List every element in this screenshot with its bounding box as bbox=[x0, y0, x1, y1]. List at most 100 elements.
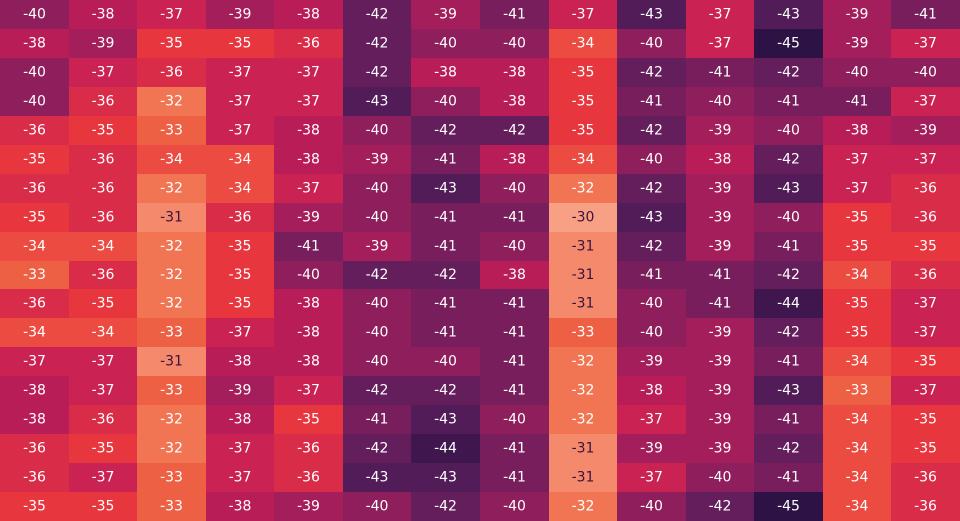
heatmap-cell-r6-c1 bbox=[69, 174, 137, 203]
heatmap-cell-r16-c7 bbox=[480, 463, 549, 492]
heatmap-value-label: -35 bbox=[229, 296, 252, 312]
heatmap-cell-r8-c3 bbox=[206, 232, 274, 261]
heatmap-value-label: -41 bbox=[503, 470, 526, 486]
heatmap-value-label: -35 bbox=[572, 123, 595, 139]
heatmap-cell-r14-c0 bbox=[0, 405, 69, 434]
heatmap-value-label: -42 bbox=[434, 499, 457, 515]
heatmap-cell-r6-c4 bbox=[274, 174, 343, 203]
heatmap-value-label: -36 bbox=[92, 412, 115, 428]
heatmap-value-label: -35 bbox=[23, 152, 46, 168]
heatmap-cell-r14-c11 bbox=[754, 405, 823, 434]
heatmap-value-label: -37 bbox=[914, 325, 937, 341]
heatmap-value-label: -43 bbox=[777, 383, 800, 399]
heatmap-value-label: -35 bbox=[572, 94, 595, 110]
heatmap-cell-r13-c4 bbox=[274, 376, 343, 405]
heatmap-value-label: -35 bbox=[297, 412, 320, 428]
heatmap-cell-r15-c7 bbox=[480, 434, 549, 463]
heatmap-cell-r5-c5 bbox=[343, 145, 411, 174]
heatmap-cell-r5-c10 bbox=[686, 145, 754, 174]
heatmap-value-label: -43 bbox=[366, 470, 389, 486]
heatmap-cell-r2-c12 bbox=[823, 58, 891, 87]
heatmap-value-label: -39 bbox=[914, 123, 937, 139]
heatmap-value-label: -41 bbox=[434, 325, 457, 341]
heatmap-cell-r2-c2 bbox=[137, 58, 206, 87]
heatmap-cell-r11-c1 bbox=[69, 318, 137, 347]
heatmap-value-label: -39 bbox=[709, 354, 732, 370]
heatmap-cell-r13-c8 bbox=[549, 376, 617, 405]
heatmap-cell-r2-c7 bbox=[480, 58, 549, 87]
heatmap-value-label: -40 bbox=[23, 65, 46, 81]
heatmap-value-label: -31 bbox=[572, 296, 595, 312]
heatmap-cell-r8-c5 bbox=[343, 232, 411, 261]
heatmap-cell-r15-c13 bbox=[891, 434, 960, 463]
heatmap-value-label: -43 bbox=[777, 7, 800, 23]
heatmap-cell-r3-c11 bbox=[754, 87, 823, 116]
heatmap-value-label: -32 bbox=[572, 354, 595, 370]
heatmap-value-label: -40 bbox=[23, 7, 46, 23]
heatmap-value-label: -40 bbox=[503, 412, 526, 428]
heatmap-value-label: -43 bbox=[434, 470, 457, 486]
heatmap-value-label: -35 bbox=[846, 239, 869, 255]
heatmap-cell-r16-c2 bbox=[137, 463, 206, 492]
heatmap-cell-r11-c5 bbox=[343, 318, 411, 347]
heatmap-value-label: -36 bbox=[92, 210, 115, 226]
heatmap-cell-r1-c11 bbox=[754, 29, 823, 58]
heatmap-cell-r16-c1 bbox=[69, 463, 137, 492]
heatmap-cell-r1-c9 bbox=[617, 29, 686, 58]
heatmap-cell-r1-c13 bbox=[891, 29, 960, 58]
heatmap-cell-r9-c11 bbox=[754, 261, 823, 289]
heatmap-cell-r17-c9 bbox=[617, 492, 686, 521]
heatmap-value-label: -40 bbox=[709, 470, 732, 486]
heatmap-value-label: -39 bbox=[297, 499, 320, 515]
heatmap-cell-r13-c2 bbox=[137, 376, 206, 405]
heatmap-cell-r12-c9 bbox=[617, 347, 686, 376]
heatmap-value-label: -37 bbox=[846, 181, 869, 197]
heatmap-cell-r8-c7 bbox=[480, 232, 549, 261]
heatmap-cell-r9-c7 bbox=[480, 261, 549, 289]
heatmap-value-label: -34 bbox=[572, 152, 595, 168]
heatmap-value-label: -33 bbox=[846, 383, 869, 399]
heatmap-cell-r10-c12 bbox=[823, 289, 891, 318]
heatmap-cell-r14-c7 bbox=[480, 405, 549, 434]
heatmap-value-label: -33 bbox=[160, 123, 183, 139]
heatmap-value-label: -45 bbox=[777, 36, 800, 52]
heatmap-cell-r5-c8 bbox=[549, 145, 617, 174]
heatmap-value-label: -33 bbox=[572, 325, 595, 341]
heatmap-value-label: -38 bbox=[92, 7, 115, 23]
heatmap-value-label: -34 bbox=[92, 325, 115, 341]
heatmap-value-label: -40 bbox=[503, 239, 526, 255]
heatmap-value-label: -35 bbox=[92, 296, 115, 312]
heatmap-value-label: -39 bbox=[229, 383, 252, 399]
heatmap-value-label: -35 bbox=[23, 210, 46, 226]
heatmap-cell-r1-c12 bbox=[823, 29, 891, 58]
heatmap-cell-r2-c10 bbox=[686, 58, 754, 87]
heatmap-value-label: -37 bbox=[297, 65, 320, 81]
heatmap-value-label: -41 bbox=[503, 383, 526, 399]
heatmap-value-label: -38 bbox=[23, 412, 46, 428]
heatmap-cell-r14-c10 bbox=[686, 405, 754, 434]
heatmap-value-label: -37 bbox=[229, 65, 252, 81]
heatmap-cell-r16-c9 bbox=[617, 463, 686, 492]
heatmap-cell-r13-c13 bbox=[891, 376, 960, 405]
heatmap-value-label: -30 bbox=[572, 210, 595, 226]
heatmap-value-label: -40 bbox=[640, 152, 663, 168]
heatmap-cell-r5-c6 bbox=[411, 145, 480, 174]
heatmap-cell-r5-c4 bbox=[274, 145, 343, 174]
heatmap-value-label: -37 bbox=[229, 470, 252, 486]
heatmap-cell-r8-c2 bbox=[137, 232, 206, 261]
heatmap-cell-r6-c11 bbox=[754, 174, 823, 203]
heatmap-value-label: -40 bbox=[777, 210, 800, 226]
heatmap-value-label: -35 bbox=[914, 412, 937, 428]
heatmap-cell-r5-c0 bbox=[0, 145, 69, 174]
heatmap-cell-r1-c8 bbox=[549, 29, 617, 58]
heatmap-value-label: -39 bbox=[92, 36, 115, 52]
heatmap-cell-r4-c0 bbox=[0, 116, 69, 145]
heatmap-cell-r1-c10 bbox=[686, 29, 754, 58]
heatmap-cell-r6-c3 bbox=[206, 174, 274, 203]
heatmap-cell-r11-c10 bbox=[686, 318, 754, 347]
heatmap-cell-r11-c8 bbox=[549, 318, 617, 347]
heatmap-value-label: -41 bbox=[709, 267, 732, 283]
heatmap-cell-r6-c8 bbox=[549, 174, 617, 203]
heatmap-value-label: -38 bbox=[229, 354, 252, 370]
heatmap-cell-r17-c5 bbox=[343, 492, 411, 521]
